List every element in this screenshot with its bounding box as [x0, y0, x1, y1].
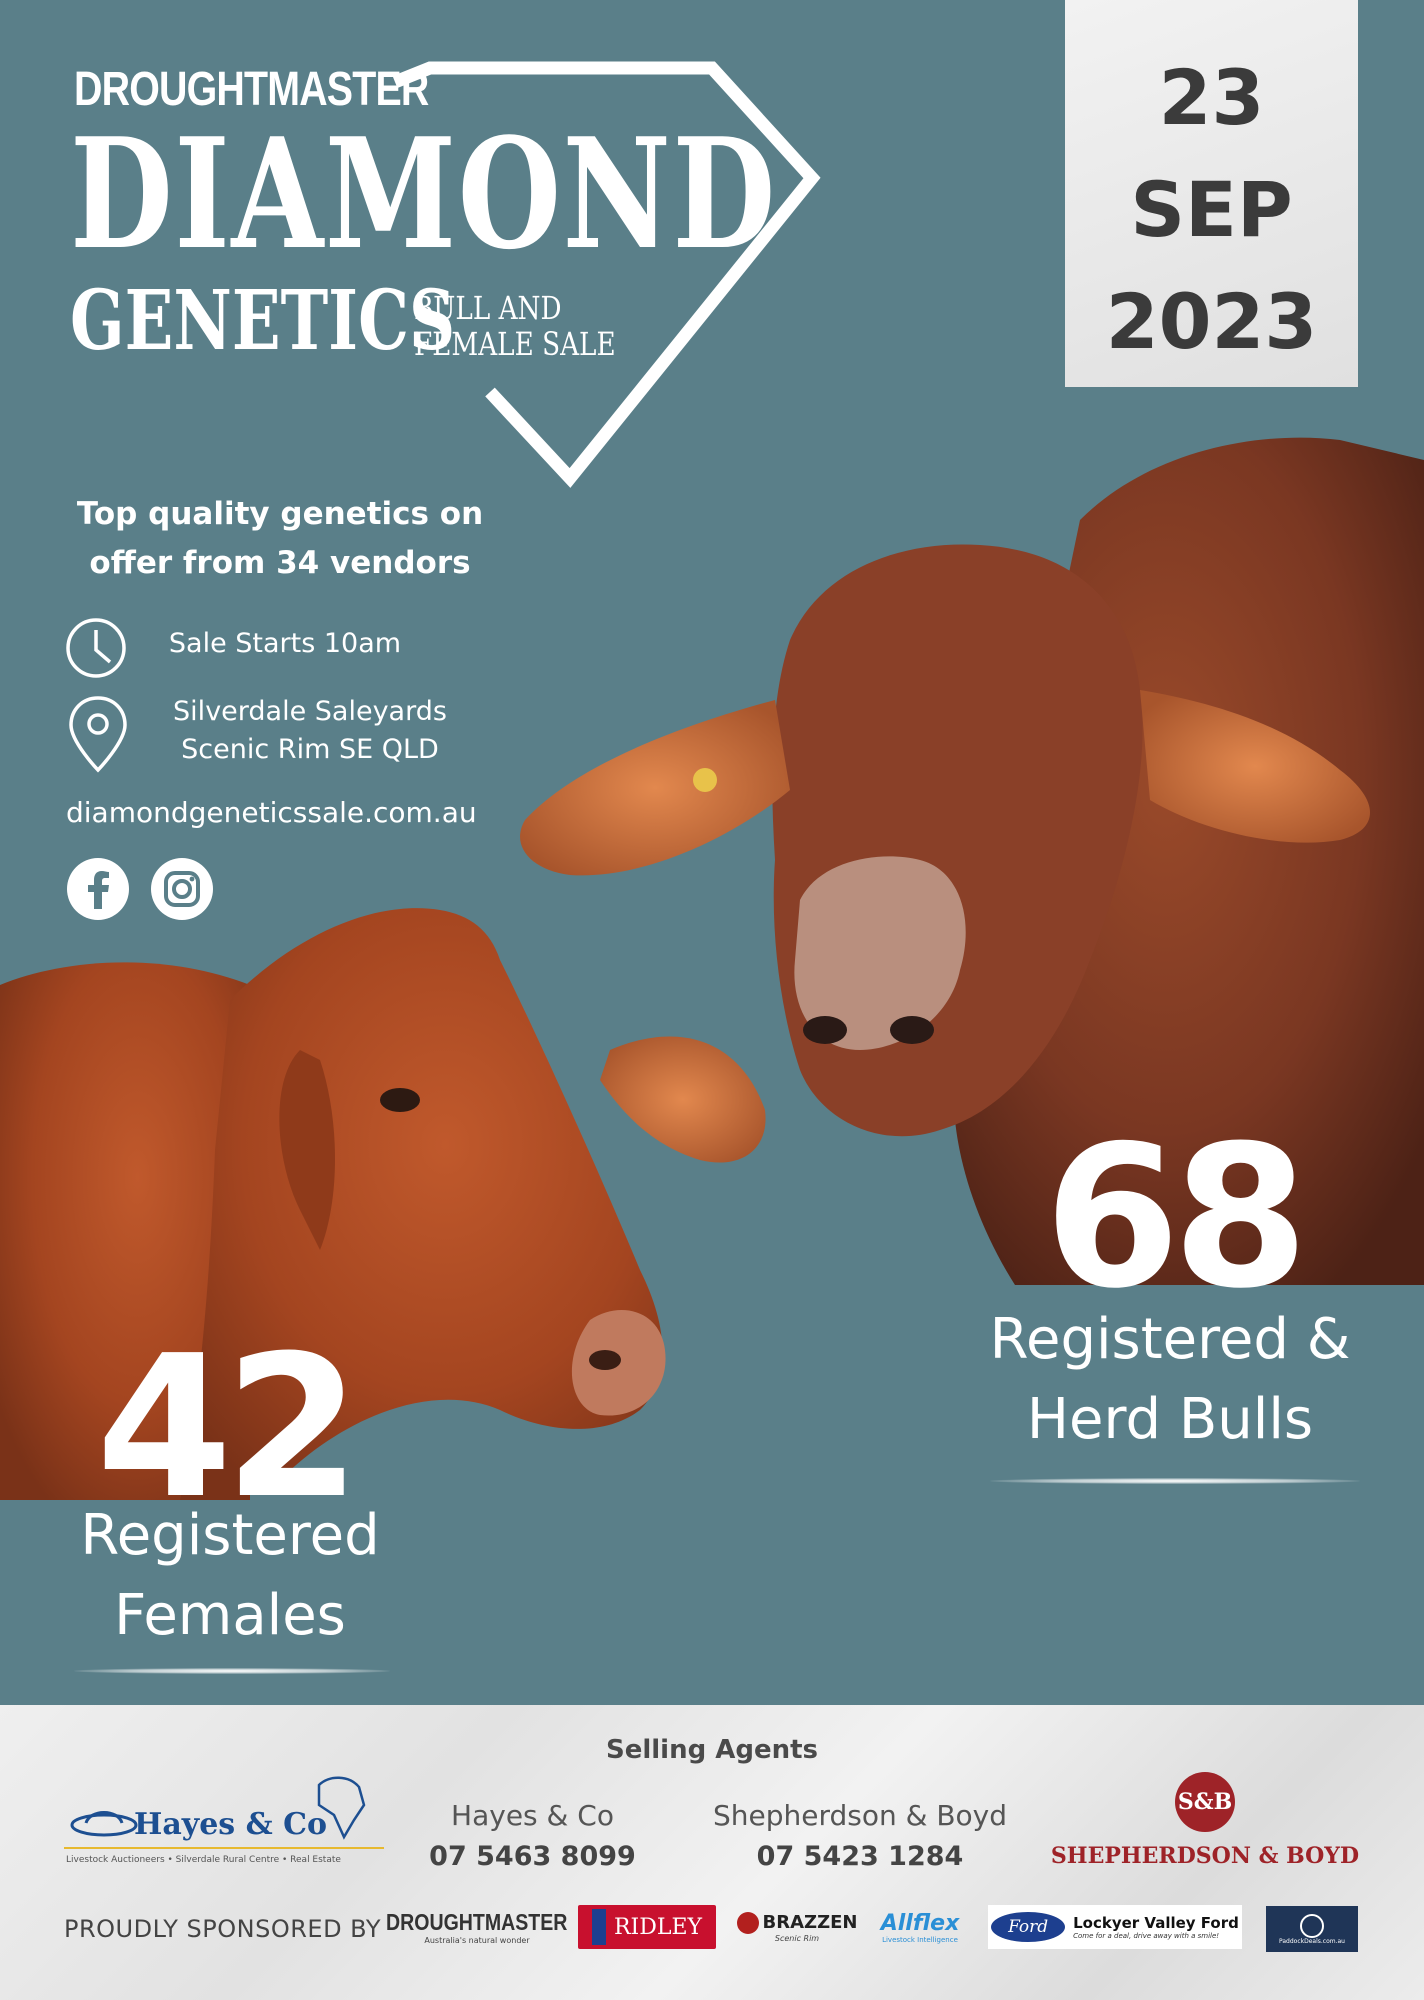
- hayes-logo-text: Hayes & Co: [134, 1807, 328, 1842]
- brand-diamond: DIAMOND: [70, 104, 777, 283]
- sponsor-brazzen: BRAZZEN Scenic Rim: [736, 1905, 858, 1949]
- tagline: Top quality genetics on offer from 34 ve…: [50, 490, 510, 588]
- cow-image: [0, 908, 766, 1500]
- location-line1: Silverdale Saleyards: [173, 696, 447, 727]
- agent1-phone[interactable]: 07 5463 8099: [429, 1841, 636, 1872]
- sponsor-allflex-tag: Livestock Intelligence: [882, 1935, 958, 1944]
- sponsored-by-label: PROUDLY SPONSORED BY: [64, 1915, 381, 1943]
- brazzen-bull-icon: [736, 1911, 759, 1934]
- brand-sub-female: FEMALE SALE: [414, 325, 616, 363]
- sponsor-ridley-name: RIDLEY: [613, 1914, 703, 1940]
- bull-label-line2: Herd Bulls: [1026, 1387, 1314, 1452]
- ford-oval-icon: Ford: [991, 1912, 1066, 1942]
- ridley-mark-icon: [591, 1909, 606, 1945]
- sponsor-droughtmaster: DROUGHTMASTER Australia's natural wonder: [386, 1905, 567, 1949]
- hayes-hat-cow-icon: [70, 1776, 366, 1840]
- sponsor-paddock: PaddockDeals.com.au: [1266, 1906, 1358, 1952]
- sponsor-droughtmaster-tag: Australia's natural wonder: [424, 1936, 530, 1945]
- brand-sub-bull: BULL AND: [414, 289, 562, 327]
- bull-underline: [990, 1478, 1360, 1484]
- date-year: 2023: [1105, 277, 1318, 366]
- agent2-phone[interactable]: 07 5423 1284: [756, 1841, 964, 1872]
- female-label-line1: Registered: [80, 1503, 380, 1568]
- location-line2: Scenic Rim SE QLD: [181, 734, 439, 765]
- bull-count: 68: [1044, 1104, 1309, 1332]
- sponsor-brazzen-tag: Scenic Rim: [774, 1933, 820, 1943]
- hayes-logo: Hayes & Co Livestock Auctioneers • Silve…: [64, 1765, 384, 1875]
- selling-agents-title: Selling Agents: [605, 1735, 819, 1765]
- sponsor-brazzen-name: BRAZZEN: [762, 1912, 858, 1933]
- tagline-line2: offer from 34 vendors: [89, 545, 471, 581]
- sale-time: Sale Starts 10am: [168, 628, 402, 659]
- date-month: SEP: [1130, 165, 1293, 254]
- female-count: 42: [96, 1314, 361, 1542]
- paddock-seal-icon: [1300, 1913, 1324, 1938]
- diamond-outline-icon: [392, 61, 821, 488]
- agent1-name: Hayes & Co: [451, 1799, 614, 1832]
- bull-label-line1: Registered &: [989, 1307, 1351, 1372]
- date-box: 23 SEP 2023: [1065, 0, 1358, 387]
- agent2-name: Shepherdson & Boyd: [712, 1799, 1008, 1832]
- bull-label: Registered & Herd Bulls: [960, 1300, 1380, 1460]
- sponsor-allflex-name: Allflex: [880, 1910, 960, 1936]
- clock-icon: [66, 618, 126, 678]
- female-label-line2: Females: [114, 1583, 346, 1648]
- website-link[interactable]: diamondgeneticssale.com.au: [66, 796, 477, 829]
- facebook-icon[interactable]: [66, 857, 130, 921]
- sb-logo-badge: S&B: [1175, 1772, 1235, 1832]
- sponsor-allflex: Allflex Livestock Intelligence: [878, 1905, 962, 1949]
- brand-droughtmaster: DROUGHTMASTER: [74, 63, 429, 116]
- date-day: 23: [1158, 53, 1265, 142]
- sponsor-ridley: RIDLEY: [578, 1905, 716, 1949]
- hayes-logo-tagline: Livestock Auctioneers • Silverdale Rural…: [66, 1855, 341, 1865]
- sponsor-ford: Ford Lockyer Valley Ford Come for a deal…: [988, 1905, 1242, 1949]
- bull-image: [520, 437, 1424, 1285]
- female-underline: [74, 1668, 390, 1674]
- tagline-line1: Top quality genetics on: [76, 496, 484, 532]
- location-pin-icon: [69, 696, 127, 773]
- sb-logo-text: SHEPHERDSON & BOYD: [1050, 1843, 1360, 1869]
- sponsor-paddock-name: PaddockDeals.com.au: [1279, 1937, 1345, 1945]
- cattle-photo: [0, 437, 1424, 1500]
- hayes-divider: [64, 1847, 384, 1849]
- female-label: Registered Females: [40, 1496, 420, 1656]
- sponsor-droughtmaster-name: DROUGHTMASTER: [386, 1909, 568, 1935]
- sponsor-lockyer-name: Lockyer Valley Ford: [1073, 1914, 1239, 1932]
- brand-genetics: GENETICS: [70, 273, 456, 369]
- sponsor-lockyer-tag: Come for a deal, drive away with a smile…: [1073, 1932, 1220, 1940]
- footer: Selling Agents Hayes & Co Livestock Auct…: [0, 1705, 1424, 2000]
- instagram-icon[interactable]: [150, 857, 214, 921]
